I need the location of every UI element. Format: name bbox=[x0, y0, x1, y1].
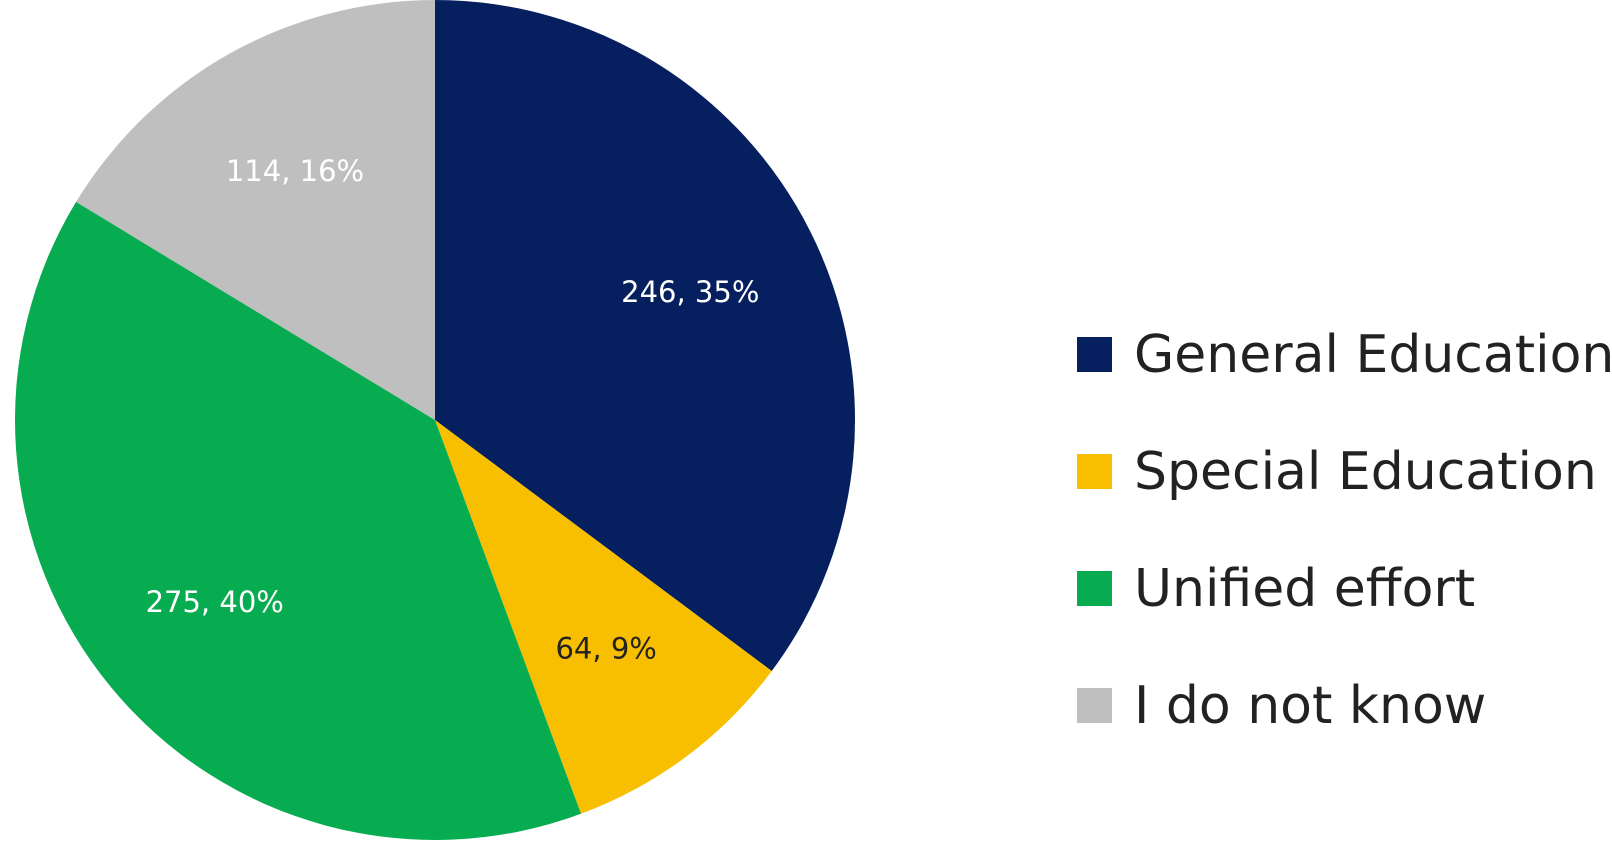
pie-slice-special-education bbox=[435, 420, 772, 814]
legend-swatch-unified-effort bbox=[1077, 571, 1112, 606]
data-label-i-do-not-know: 114, 16% bbox=[226, 154, 364, 188]
data-label-special-education: 64, 9% bbox=[555, 632, 656, 666]
legend-swatch-i-do-not-know bbox=[1077, 688, 1112, 723]
legend-item-unified-effort: Unified effort bbox=[1077, 530, 1607, 647]
pie-slice-general-education bbox=[435, 0, 855, 671]
legend-item-general-education: General Education bbox=[1077, 296, 1612, 413]
legend-item-special-education: Special Education bbox=[1077, 413, 1607, 530]
pie-slice-unified-effort bbox=[14, 201, 582, 840]
legend-label-special-education: Special Education bbox=[1134, 441, 1597, 502]
legend-label-unified-effort: Unified effort bbox=[1134, 558, 1476, 619]
legend-label-i-do-not-know: I do not know bbox=[1134, 675, 1487, 736]
data-label-unified-effort: 275, 40% bbox=[146, 585, 284, 619]
legend-label-general-education: General Education bbox=[1134, 324, 1612, 385]
legend-swatch-general-education bbox=[1077, 337, 1112, 372]
legend: General Education Special Education Unif… bbox=[1077, 296, 1612, 764]
pie-slice-i-do-not-know bbox=[76, 0, 436, 420]
data-label-general-education: 246, 35% bbox=[621, 275, 759, 309]
legend-item-i-do-not-know: I do not know bbox=[1077, 647, 1607, 764]
legend-swatch-special-education bbox=[1077, 454, 1112, 489]
